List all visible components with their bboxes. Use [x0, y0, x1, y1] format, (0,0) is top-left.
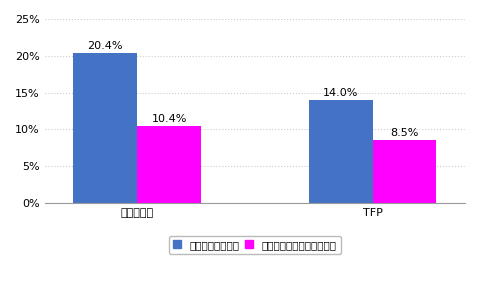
- Bar: [309, 100, 372, 203]
- Text: 10.4%: 10.4%: [151, 114, 187, 124]
- Text: 8.5%: 8.5%: [390, 128, 419, 138]
- Text: 20.4%: 20.4%: [87, 40, 123, 51]
- Text: 14.0%: 14.0%: [323, 88, 358, 98]
- Bar: [137, 126, 201, 203]
- Bar: [372, 140, 436, 203]
- Legend: コントロールなし, 規模・業種等コントロール: コントロールなし, 規模・業種等コントロール: [169, 236, 341, 254]
- Bar: [73, 53, 137, 203]
